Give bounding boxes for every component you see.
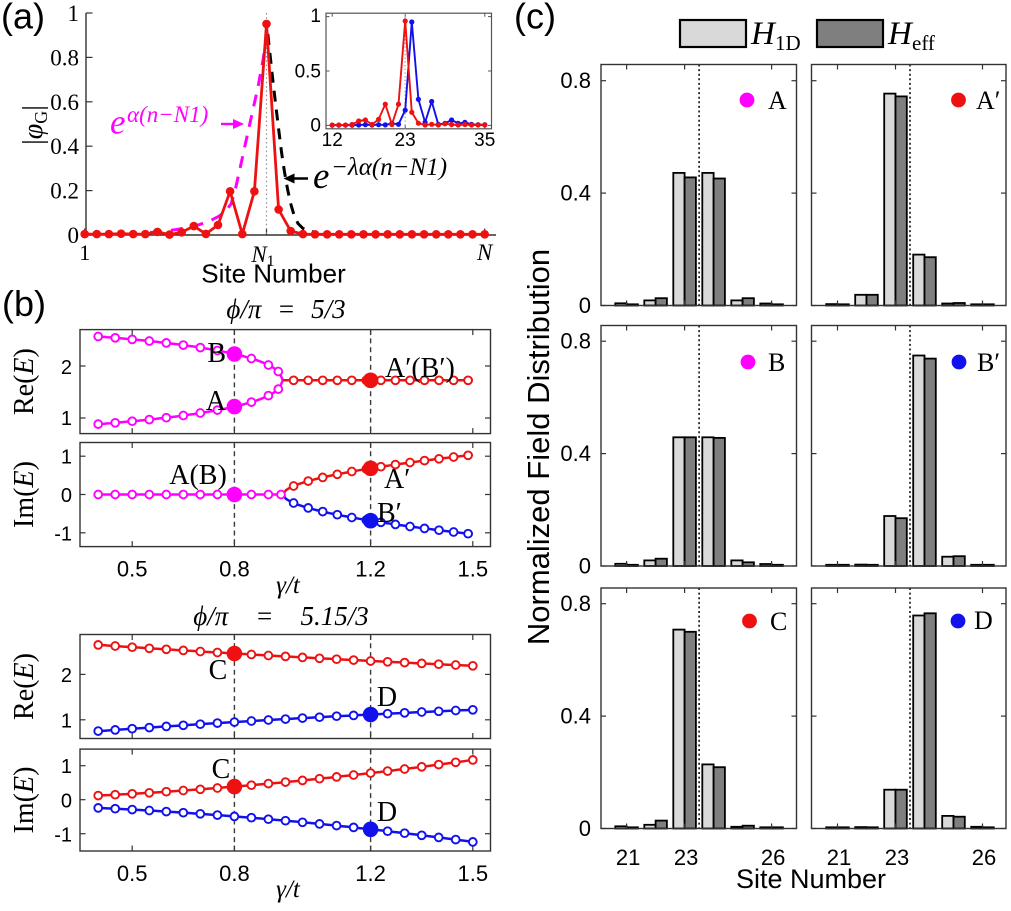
svg-text:A(B): A(B) bbox=[169, 460, 227, 491]
svg-text:0: 0 bbox=[68, 223, 80, 248]
svg-text:1: 1 bbox=[61, 711, 72, 733]
svg-text:Re(E): Re(E) bbox=[9, 653, 40, 720]
svg-text:1: 1 bbox=[61, 408, 72, 430]
svg-text:A′: A′ bbox=[384, 464, 410, 495]
svg-text:Site Number: Site Number bbox=[736, 864, 886, 894]
svg-text:1.2: 1.2 bbox=[355, 861, 386, 886]
svg-text:Site Number: Site Number bbox=[201, 259, 346, 289]
svg-text:26: 26 bbox=[761, 845, 785, 870]
svg-text:0.4: 0.4 bbox=[560, 441, 591, 466]
svg-text:0: 0 bbox=[579, 554, 591, 579]
svg-text:0.5: 0.5 bbox=[117, 557, 148, 582]
svg-text:0.4: 0.4 bbox=[560, 704, 591, 729]
svg-text:N: N bbox=[476, 240, 494, 265]
svg-text:A′(B′): A′(B′) bbox=[385, 353, 455, 384]
svg-text:C: C bbox=[212, 754, 231, 785]
svg-text:1.5: 1.5 bbox=[458, 557, 489, 582]
svg-text:0: 0 bbox=[61, 791, 72, 813]
svg-text:(c): (c) bbox=[514, 0, 556, 37]
svg-text:C: C bbox=[770, 607, 787, 636]
svg-text:1: 1 bbox=[310, 6, 321, 27]
svg-text:0.8: 0.8 bbox=[560, 591, 591, 616]
svg-text:A: A bbox=[206, 386, 227, 417]
svg-text:0.8: 0.8 bbox=[50, 45, 79, 70]
svg-text:0.5: 0.5 bbox=[117, 861, 148, 886]
svg-text:0.8: 0.8 bbox=[560, 68, 591, 93]
svg-text:Re(E): Re(E) bbox=[9, 348, 40, 415]
svg-text:γ/t: γ/t bbox=[276, 876, 301, 903]
svg-text:ϕ/π = 5.15/3: ϕ/π = 5.15/3 bbox=[193, 601, 368, 631]
svg-text:eff: eff bbox=[912, 31, 935, 55]
svg-text:23: 23 bbox=[885, 845, 909, 870]
svg-text:B: B bbox=[207, 338, 226, 369]
svg-text:Im(E): Im(E) bbox=[9, 461, 40, 528]
svg-text:H: H bbox=[887, 16, 914, 52]
svg-text:D: D bbox=[974, 606, 993, 635]
svg-text:0.8: 0.8 bbox=[219, 557, 250, 582]
svg-text:B′: B′ bbox=[377, 498, 402, 529]
svg-text:21: 21 bbox=[827, 845, 851, 870]
svg-text:0.4: 0.4 bbox=[560, 181, 591, 206]
svg-text:C: C bbox=[209, 655, 228, 686]
svg-text:Normalized Field Distribution: Normalized Field Distribution bbox=[521, 249, 556, 645]
svg-text:-1: -1 bbox=[54, 524, 72, 546]
svg-text:(b): (b) bbox=[2, 283, 46, 324]
svg-text:γ/t: γ/t bbox=[276, 572, 301, 599]
svg-text:A: A bbox=[768, 86, 787, 115]
svg-text:e: e bbox=[313, 156, 329, 197]
svg-text:23: 23 bbox=[395, 130, 416, 151]
svg-text:2: 2 bbox=[61, 357, 72, 379]
svg-text:23: 23 bbox=[674, 845, 698, 870]
svg-text:α(n−N1): α(n−N1) bbox=[127, 102, 208, 127]
svg-text:1D: 1D bbox=[775, 31, 801, 55]
svg-text:1.2: 1.2 bbox=[355, 557, 386, 582]
svg-text:12: 12 bbox=[322, 130, 343, 151]
svg-text:1: 1 bbox=[61, 756, 72, 778]
svg-text:(a): (a) bbox=[1, 0, 45, 37]
svg-text:0: 0 bbox=[61, 485, 72, 507]
svg-text:−λα(n−N1): −λα(n−N1) bbox=[331, 154, 447, 181]
svg-text:0: 0 bbox=[310, 116, 321, 137]
svg-text:0.8: 0.8 bbox=[219, 861, 250, 886]
svg-text:1.5: 1.5 bbox=[458, 861, 489, 886]
svg-text:B: B bbox=[768, 348, 785, 377]
svg-text:0.5: 0.5 bbox=[295, 62, 321, 83]
svg-text:35: 35 bbox=[474, 130, 495, 151]
svg-text:0.2: 0.2 bbox=[50, 179, 79, 204]
svg-text:D: D bbox=[377, 797, 397, 828]
svg-text:B′: B′ bbox=[977, 348, 1000, 377]
svg-text:A′: A′ bbox=[976, 86, 1000, 115]
svg-text:D: D bbox=[377, 682, 397, 713]
svg-text:1: 1 bbox=[79, 240, 90, 265]
svg-text:1: 1 bbox=[61, 447, 72, 469]
svg-text:ϕ/π = 5/3: ϕ/π = 5/3 bbox=[226, 294, 345, 324]
svg-text:0.8: 0.8 bbox=[560, 329, 591, 354]
svg-text:1: 1 bbox=[68, 1, 80, 26]
svg-text:26: 26 bbox=[972, 845, 996, 870]
svg-text:Im(E): Im(E) bbox=[9, 767, 40, 834]
svg-text:|φG|: |φG| bbox=[18, 105, 51, 145]
svg-text:0.4: 0.4 bbox=[50, 134, 79, 159]
svg-text:21: 21 bbox=[616, 845, 640, 870]
svg-text:H: H bbox=[750, 16, 777, 52]
svg-text:2: 2 bbox=[61, 665, 72, 687]
svg-text:0.6: 0.6 bbox=[50, 90, 79, 115]
svg-text:-1: -1 bbox=[54, 825, 72, 847]
svg-text:0: 0 bbox=[579, 816, 591, 841]
svg-text:e: e bbox=[110, 103, 126, 142]
svg-text:0: 0 bbox=[579, 293, 591, 318]
